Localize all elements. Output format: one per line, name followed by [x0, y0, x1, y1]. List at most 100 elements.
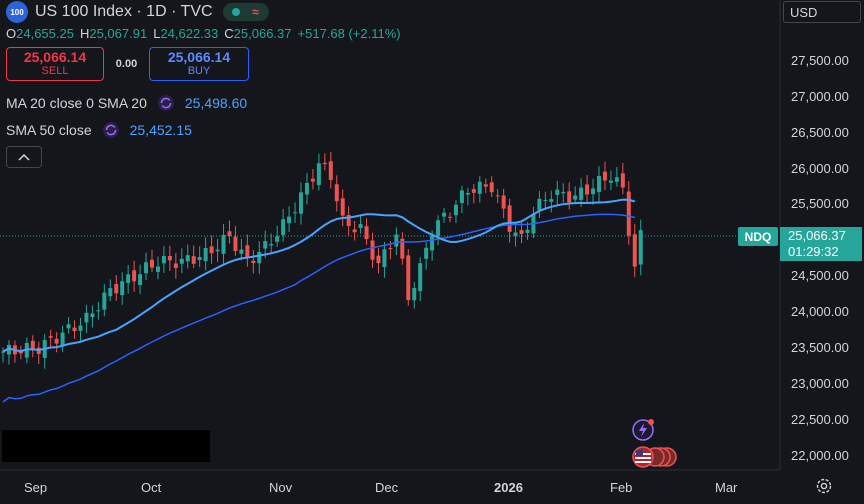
candle-body — [179, 258, 184, 264]
candle-body — [597, 175, 601, 192]
candle-body — [561, 192, 566, 194]
sell-button[interactable]: 25,066.14 SELL — [6, 47, 104, 81]
time-tick: Mar — [715, 480, 738, 495]
lightning-icon[interactable] — [632, 419, 654, 441]
candle-body — [585, 184, 590, 195]
symbol-legend[interactable]: 100 US 100 Index · 1D · TVC ≈ — [6, 1, 269, 23]
ma20-line — [2, 198, 636, 353]
buy-button[interactable]: 25,066.14 BUY — [149, 47, 249, 81]
price-tick: 25,500.00 — [791, 196, 849, 211]
chevron-up-icon — [18, 153, 30, 161]
sell-label: SELL — [41, 65, 69, 77]
candle-body — [322, 162, 327, 165]
price-tick: 27,000.00 — [791, 89, 849, 104]
candle-body — [102, 292, 107, 310]
candle-body — [215, 249, 220, 252]
indicator-sma50-value: 25,452.15 — [129, 122, 192, 138]
event-markers[interactable] — [631, 419, 681, 471]
candle-body — [310, 178, 315, 182]
candle-body — [346, 215, 351, 226]
price-tick: 26,500.00 — [791, 125, 849, 140]
candle-body — [453, 204, 458, 216]
candle-body — [233, 236, 238, 252]
candle-body — [48, 336, 53, 338]
candle-body — [138, 274, 143, 286]
candle-body — [376, 255, 381, 264]
candle-body — [54, 338, 59, 344]
candle-body — [519, 230, 524, 234]
sell-price: 25,066.14 — [23, 49, 87, 65]
candle-body — [608, 180, 613, 183]
candle-body — [471, 189, 476, 193]
candle-body — [614, 177, 619, 182]
currency-select[interactable]: USD — [783, 1, 861, 23]
candle-body — [84, 312, 89, 323]
symbol-title[interactable]: US 100 Index · 1D · TVC — [35, 3, 213, 20]
sma50-line — [2, 213, 635, 403]
settings-gear-icon[interactable] — [815, 477, 833, 495]
low-value: 24,622.33 — [160, 26, 219, 41]
redacted-area — [2, 430, 210, 462]
refresh-icon[interactable] — [102, 121, 120, 139]
collapse-legend-button[interactable] — [6, 146, 42, 168]
candle-body — [191, 256, 196, 264]
time-tick: Feb — [610, 480, 633, 495]
candle-body — [400, 238, 405, 259]
candle-body — [150, 259, 154, 268]
candle-body — [418, 263, 423, 292]
candle-body — [412, 288, 417, 301]
candle-body — [144, 262, 149, 274]
candle-body — [263, 241, 268, 249]
candle-body — [6, 344, 11, 355]
candle-body — [299, 192, 303, 214]
candle-body — [507, 205, 512, 232]
time-tick: 2026 — [494, 480, 523, 495]
candle-body — [66, 324, 71, 329]
open-value: 24,655.25 — [16, 26, 74, 41]
candle-body — [239, 249, 244, 254]
price-tick: 23,000.00 — [791, 376, 849, 391]
candle-body — [442, 212, 447, 217]
candle-body — [567, 191, 572, 203]
candle-body — [352, 229, 357, 233]
candle-body — [227, 231, 232, 237]
candle-body — [525, 229, 530, 233]
time-tick: Sep — [24, 480, 48, 495]
candle-body — [579, 187, 584, 200]
candle-body — [281, 219, 286, 236]
refresh-icon[interactable] — [157, 94, 175, 112]
indicator-ma20[interactable]: MA 20 close 0 SMA 20 25,498.60 — [6, 94, 247, 112]
candle-body — [328, 161, 333, 180]
price-tick: 23,500.00 — [791, 340, 849, 355]
indicator-sma50-label: SMA 50 close — [6, 122, 92, 138]
us-flag-icon[interactable] — [632, 446, 677, 468]
candle-body — [555, 189, 560, 195]
candle-body — [30, 340, 35, 350]
buy-label: BUY — [187, 65, 211, 77]
candle-body — [626, 191, 631, 236]
candle-body — [155, 266, 160, 272]
candle-body — [203, 248, 208, 262]
candle-body — [573, 195, 578, 200]
spread-value: 0.00 — [115, 58, 138, 70]
candle-body — [114, 283, 119, 294]
price-tick: 26,000.00 — [791, 161, 849, 176]
candle-body — [388, 248, 393, 250]
candle-body — [459, 190, 464, 204]
candle-body — [304, 182, 309, 195]
market-status-pill[interactable]: ≈ — [222, 3, 269, 21]
candle-body — [161, 256, 166, 264]
current-price-value: 25,066.37 — [788, 228, 846, 243]
market-open-dot-icon — [232, 8, 241, 16]
candle-body — [501, 195, 506, 209]
indicator-sma50[interactable]: SMA 50 close 25,452.15 — [6, 121, 192, 139]
candle-body — [632, 234, 637, 267]
price-tick: 27,500.00 — [791, 53, 849, 68]
candlestick-series — [1, 152, 643, 369]
candle-body — [60, 332, 65, 346]
candle-body — [537, 198, 542, 211]
symbol-logo-icon: 100 — [6, 1, 28, 23]
candle-body — [293, 212, 298, 214]
symbol-price-tag: NDQ — [738, 227, 778, 246]
